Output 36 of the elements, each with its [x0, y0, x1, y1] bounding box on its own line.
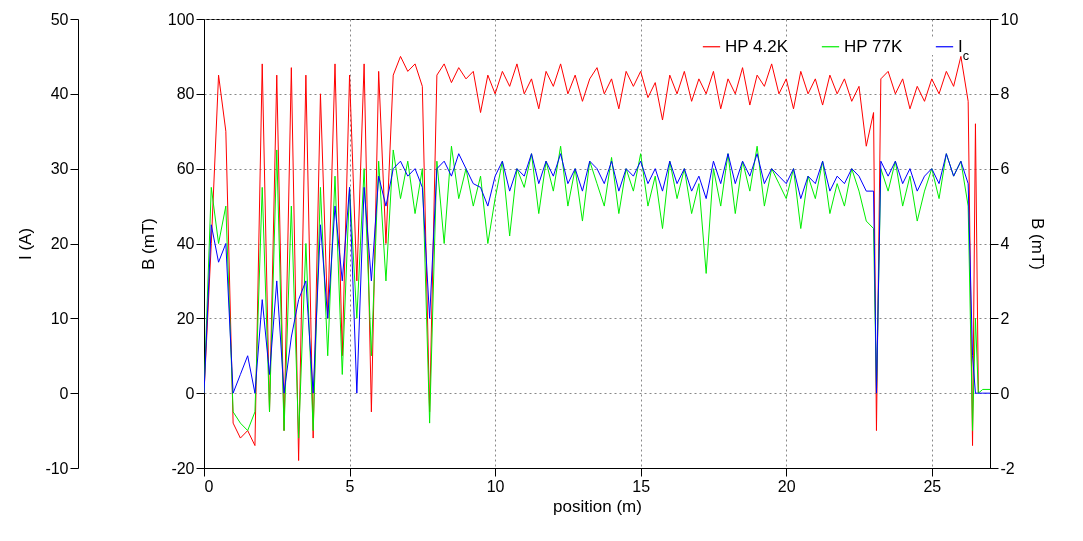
- y2-tick-label: 0: [1000, 384, 1010, 402]
- legend-label: HP 4.2K: [725, 36, 789, 56]
- y2-tick-label: 4: [1000, 235, 1010, 252]
- y2-tick-label: 8: [1000, 85, 1010, 103]
- y-tick-label: 80: [176, 85, 195, 103]
- y-tick-label: 20: [176, 309, 195, 327]
- x-tick-label: 10: [486, 477, 505, 495]
- y3-tick-label: 50: [50, 10, 69, 28]
- y3-tick-label: 30: [50, 160, 69, 178]
- y-axis-title: B (mT): [138, 218, 158, 270]
- line-series: [204, 145, 990, 439]
- y3-tick-label: 40: [50, 85, 69, 103]
- y-tick-label: 100: [167, 10, 195, 28]
- legend-label: I$_{c}$: [958, 36, 970, 63]
- line-series: [204, 153, 990, 394]
- y2-tick-label: -2: [1000, 459, 1015, 477]
- y3-tick-label: 0: [59, 384, 69, 402]
- x-axis-title: position (m): [553, 496, 642, 516]
- y-tick-label: 0: [185, 384, 195, 402]
- y2-axis-title: B (mT): [1028, 218, 1048, 270]
- x-tick-label: 25: [923, 477, 942, 495]
- y-tick-label: -20: [171, 459, 195, 477]
- x-tick-label: 0: [204, 477, 214, 495]
- y3-tick-label: -10: [45, 459, 69, 477]
- y3-axis-title: I (A): [16, 227, 36, 261]
- y2-tick-label: 6: [1000, 160, 1010, 178]
- x-tick-label: 15: [632, 477, 651, 495]
- y3-tick-label: 20: [50, 235, 69, 252]
- y3-tick-label: 10: [50, 309, 69, 327]
- y2-tick-label: 10: [1000, 10, 1019, 28]
- y-tick-label: 40: [176, 235, 195, 252]
- x-tick-label: 20: [777, 477, 796, 495]
- y-tick-label: 60: [176, 160, 195, 178]
- legend-label: HP 77K: [844, 36, 903, 56]
- y2-tick-label: 2: [1000, 309, 1010, 327]
- x-tick-label: 5: [345, 477, 355, 495]
